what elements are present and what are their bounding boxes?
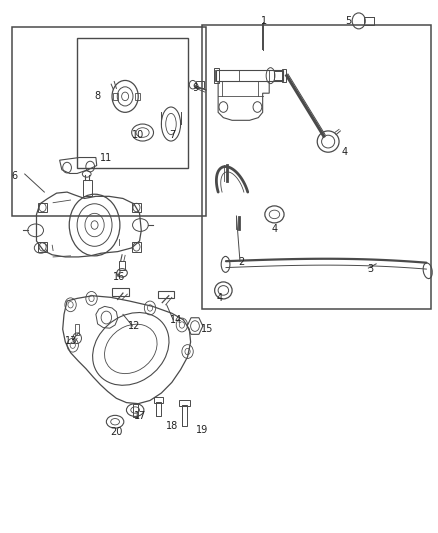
Bar	[77, 38, 188, 168]
Text: 14: 14	[170, 314, 182, 325]
Bar	[38, 203, 47, 212]
Text: 11: 11	[100, 152, 113, 163]
Bar	[83, 180, 92, 196]
Text: 18: 18	[166, 421, 178, 431]
Bar	[182, 405, 187, 426]
Text: 4: 4	[272, 224, 278, 235]
Bar	[196, 82, 204, 88]
Text: 17: 17	[134, 411, 147, 422]
Bar	[364, 17, 374, 25]
Bar	[283, 69, 286, 82]
Text: 13: 13	[65, 336, 78, 346]
Bar	[158, 291, 174, 298]
Bar	[38, 242, 47, 252]
Text: 5: 5	[346, 16, 352, 26]
Bar	[132, 203, 141, 212]
Text: 4: 4	[216, 293, 223, 303]
Text: 3: 3	[367, 264, 374, 273]
Text: 20: 20	[111, 427, 123, 438]
Text: 8: 8	[95, 91, 101, 101]
Text: 2: 2	[239, 257, 245, 267]
Text: 6: 6	[12, 171, 18, 181]
Bar	[274, 71, 283, 80]
Bar	[113, 288, 129, 296]
Text: 19: 19	[196, 425, 208, 435]
Text: 12: 12	[128, 321, 141, 331]
Bar	[155, 401, 161, 416]
Bar	[135, 93, 140, 100]
Text: 10: 10	[132, 130, 144, 140]
Text: 4: 4	[341, 147, 347, 157]
Bar	[113, 93, 118, 100]
Text: 15: 15	[201, 324, 213, 334]
Bar	[12, 27, 206, 216]
Bar	[120, 261, 125, 270]
Bar	[215, 70, 283, 82]
Bar	[133, 404, 138, 417]
Text: 9: 9	[193, 83, 199, 93]
Bar	[132, 242, 141, 252]
Bar	[179, 400, 190, 406]
Bar	[201, 25, 431, 309]
Text: 7: 7	[169, 130, 175, 140]
Text: 16: 16	[113, 272, 125, 282]
Bar	[153, 397, 163, 402]
Bar	[214, 68, 219, 83]
Bar	[75, 324, 79, 335]
Text: 1: 1	[261, 16, 267, 26]
